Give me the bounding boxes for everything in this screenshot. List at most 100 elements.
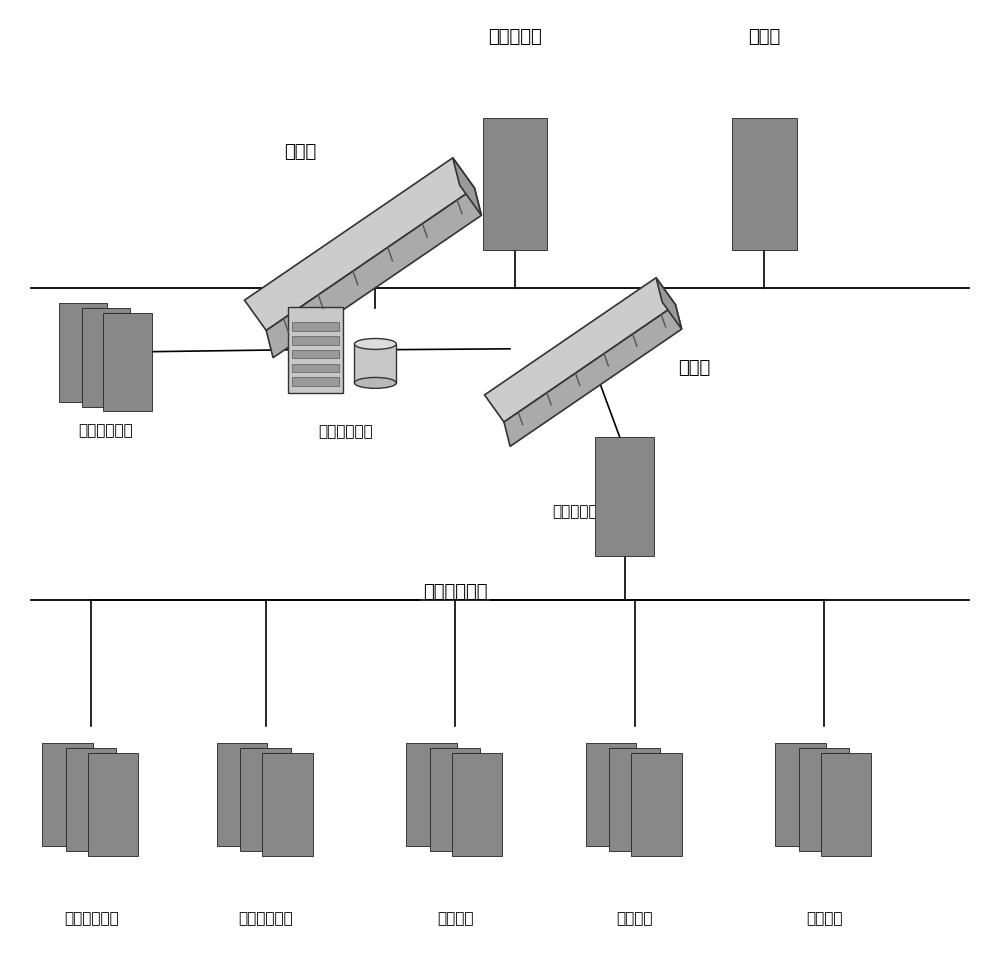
Bar — [732, 118, 797, 250]
Polygon shape — [485, 278, 676, 422]
Bar — [62, 314, 104, 361]
Text: 客户端: 客户端 — [748, 28, 780, 47]
Bar — [92, 764, 135, 814]
Bar — [421, 813, 442, 819]
Bar — [483, 118, 547, 250]
Bar — [444, 818, 466, 824]
Bar — [59, 304, 107, 402]
Text: 数据采集器: 数据采集器 — [552, 504, 598, 519]
Bar — [799, 749, 849, 851]
Bar — [406, 744, 457, 846]
Bar — [292, 349, 339, 358]
Text: 交换机: 交换机 — [284, 143, 317, 161]
Bar — [73, 370, 93, 376]
Text: 板坯准备工序: 板坯准备工序 — [64, 911, 119, 925]
Bar — [751, 208, 778, 215]
Bar — [600, 451, 649, 508]
Bar — [65, 804, 70, 813]
Text: 粗轧工序: 粗轧工序 — [437, 911, 473, 925]
Text: 交换机: 交换机 — [678, 359, 711, 378]
Bar — [590, 754, 632, 804]
Polygon shape — [504, 305, 682, 446]
Bar — [761, 196, 767, 208]
Bar — [221, 754, 263, 804]
Bar — [453, 809, 457, 818]
Bar — [107, 324, 148, 371]
Bar — [622, 508, 627, 518]
Bar — [803, 759, 845, 809]
Bar — [512, 196, 518, 208]
Bar — [217, 744, 267, 846]
Bar — [635, 764, 678, 814]
Bar — [103, 313, 152, 411]
Text: 检化验系统等: 检化验系统等 — [79, 423, 133, 438]
Bar — [844, 814, 848, 823]
Bar — [654, 814, 659, 823]
Bar — [410, 754, 453, 804]
Bar — [600, 813, 622, 819]
Bar — [354, 344, 396, 383]
Bar — [80, 818, 102, 824]
Bar — [609, 749, 660, 851]
Bar — [81, 361, 85, 370]
Bar — [57, 813, 78, 819]
Bar — [456, 764, 499, 814]
Bar — [790, 813, 811, 819]
Bar — [46, 754, 89, 804]
Text: 卷取工序: 卷取工序 — [806, 911, 842, 925]
Bar — [612, 518, 637, 524]
Bar — [613, 759, 656, 809]
Bar — [825, 764, 868, 814]
Bar — [429, 804, 434, 813]
Bar — [475, 814, 479, 823]
Bar — [288, 307, 343, 392]
Bar — [86, 319, 127, 366]
Bar — [82, 308, 130, 407]
Bar — [646, 823, 667, 829]
Polygon shape — [656, 278, 682, 329]
Ellipse shape — [354, 339, 396, 349]
Bar — [292, 336, 339, 345]
Bar — [96, 375, 116, 381]
Bar — [624, 818, 645, 824]
Bar — [595, 437, 654, 555]
Bar — [231, 813, 253, 819]
Text: 精轧工序: 精轧工序 — [616, 911, 653, 925]
Bar — [434, 759, 477, 809]
Bar — [292, 322, 339, 331]
Bar — [111, 814, 116, 823]
Bar — [244, 759, 287, 809]
Bar — [430, 749, 480, 851]
Text: 数据库服务器: 数据库服务器 — [318, 424, 373, 439]
Bar — [813, 818, 835, 824]
Bar — [263, 809, 268, 818]
Bar — [737, 133, 792, 196]
Bar — [798, 804, 803, 813]
Bar — [292, 377, 339, 386]
Bar — [66, 749, 116, 851]
Bar — [609, 804, 613, 813]
Bar — [835, 823, 857, 829]
Bar — [70, 759, 113, 809]
Bar — [277, 823, 298, 829]
Bar — [822, 809, 826, 818]
Polygon shape — [266, 188, 481, 358]
Bar — [501, 208, 529, 215]
Bar — [117, 380, 138, 386]
Bar — [779, 754, 822, 804]
Bar — [452, 753, 502, 856]
Bar — [125, 371, 130, 380]
Bar — [466, 823, 488, 829]
Bar — [821, 753, 871, 856]
Bar — [104, 366, 108, 375]
Text: 应用服务器: 应用服务器 — [488, 28, 542, 47]
Polygon shape — [453, 158, 481, 216]
Bar — [102, 823, 124, 829]
Bar — [586, 744, 636, 846]
Bar — [266, 764, 309, 814]
Text: 现场控制网络: 现场控制网络 — [423, 583, 487, 601]
Text: 板坯加热工序: 板坯加热工序 — [238, 911, 293, 925]
Bar — [632, 809, 637, 818]
Bar — [240, 749, 291, 851]
Bar — [285, 814, 290, 823]
